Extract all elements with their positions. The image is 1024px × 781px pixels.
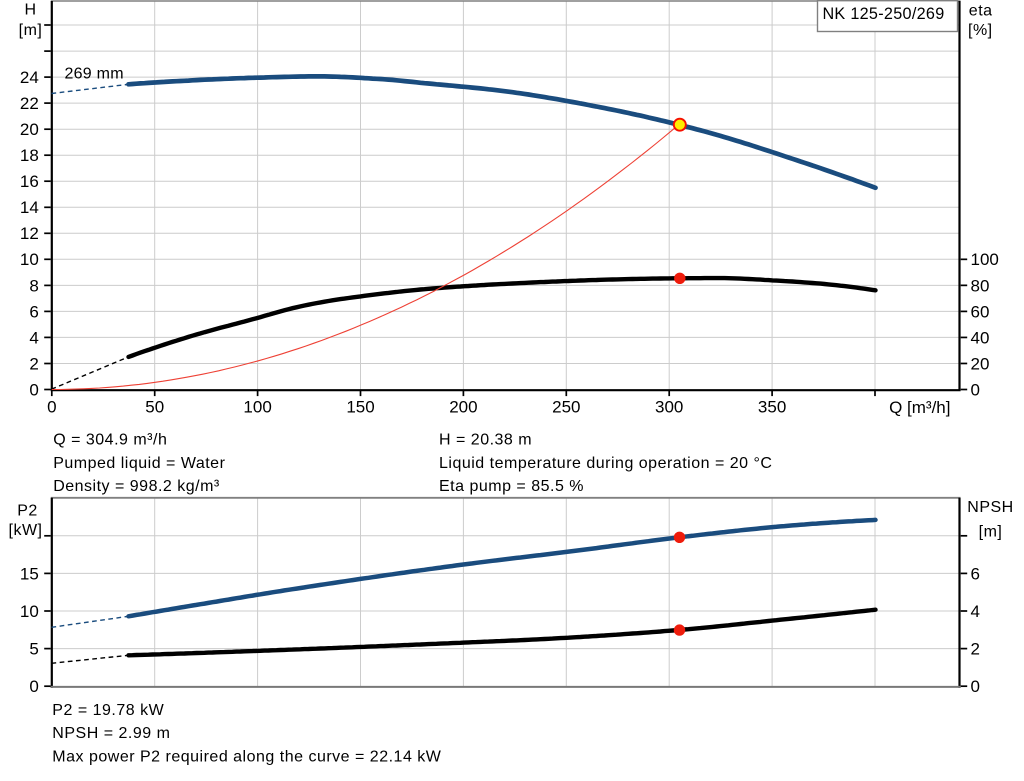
svg-text:40: 40: [971, 328, 990, 347]
svg-text:NK 125-250/269: NK 125-250/269: [822, 5, 944, 23]
svg-text:22: 22: [20, 94, 39, 113]
svg-text:5: 5: [29, 640, 38, 659]
svg-text:0: 0: [971, 677, 980, 696]
svg-text:50: 50: [145, 398, 164, 417]
svg-text:[kW]: [kW]: [9, 522, 43, 539]
svg-text:80: 80: [971, 276, 990, 295]
svg-text:250: 250: [552, 398, 580, 417]
svg-text:H: H: [24, 2, 36, 19]
svg-text:14: 14: [20, 198, 39, 217]
svg-text:60: 60: [971, 302, 990, 321]
svg-text:P2: P2: [17, 503, 38, 520]
svg-text:H = 20.38 m: H = 20.38 m: [439, 432, 532, 449]
svg-text:0: 0: [29, 380, 38, 399]
svg-text:2: 2: [29, 354, 38, 373]
svg-text:Liquid temperature during oper: Liquid temperature during operation = 20…: [439, 455, 772, 472]
svg-text:16: 16: [20, 172, 39, 191]
svg-text:150: 150: [346, 398, 374, 417]
svg-text:Pumped liquid = Water: Pumped liquid = Water: [53, 455, 225, 472]
svg-text:NPSH: NPSH: [967, 499, 1013, 516]
svg-text:100: 100: [243, 398, 271, 417]
svg-text:10: 10: [20, 250, 39, 269]
svg-text:4: 4: [29, 328, 38, 347]
svg-text:eta: eta: [969, 3, 993, 20]
svg-text:Q [m³/h]: Q [m³/h]: [889, 398, 950, 417]
svg-text:20: 20: [971, 354, 990, 373]
svg-text:200: 200: [449, 398, 477, 417]
svg-text:Density = 998.2 kg/m³: Density = 998.2 kg/m³: [53, 478, 220, 495]
svg-text:15: 15: [20, 564, 39, 583]
svg-text:0: 0: [47, 398, 56, 417]
svg-text:[m]: [m]: [19, 22, 43, 39]
svg-text:[m]: [m]: [979, 523, 1003, 540]
svg-text:4: 4: [971, 602, 980, 621]
svg-text:8: 8: [29, 276, 38, 295]
svg-text:100: 100: [971, 250, 999, 269]
svg-text:2: 2: [971, 640, 980, 659]
svg-text:[%]: [%]: [968, 22, 993, 39]
svg-text:12: 12: [20, 224, 39, 243]
svg-text:0: 0: [29, 677, 38, 696]
svg-text:24: 24: [20, 68, 39, 87]
svg-text:20: 20: [20, 120, 39, 139]
svg-text:Max power P2 required along th: Max power P2 required along the curve = …: [52, 749, 441, 766]
svg-text:0: 0: [971, 380, 980, 399]
svg-text:18: 18: [20, 146, 39, 165]
svg-text:350: 350: [758, 398, 786, 417]
svg-text:Q = 304.9 m³/h: Q = 304.9 m³/h: [53, 432, 167, 449]
svg-text:269 mm: 269 mm: [65, 66, 124, 83]
svg-text:10: 10: [20, 602, 39, 621]
svg-text:Eta pump = 85.5 %: Eta pump = 85.5 %: [439, 478, 584, 495]
svg-text:P2 = 19.78 kW: P2 = 19.78 kW: [52, 702, 164, 719]
svg-text:300: 300: [655, 398, 683, 417]
svg-text:6: 6: [971, 564, 980, 583]
svg-text:6: 6: [29, 302, 38, 321]
svg-text:NPSH = 2.99 m: NPSH = 2.99 m: [52, 725, 170, 742]
